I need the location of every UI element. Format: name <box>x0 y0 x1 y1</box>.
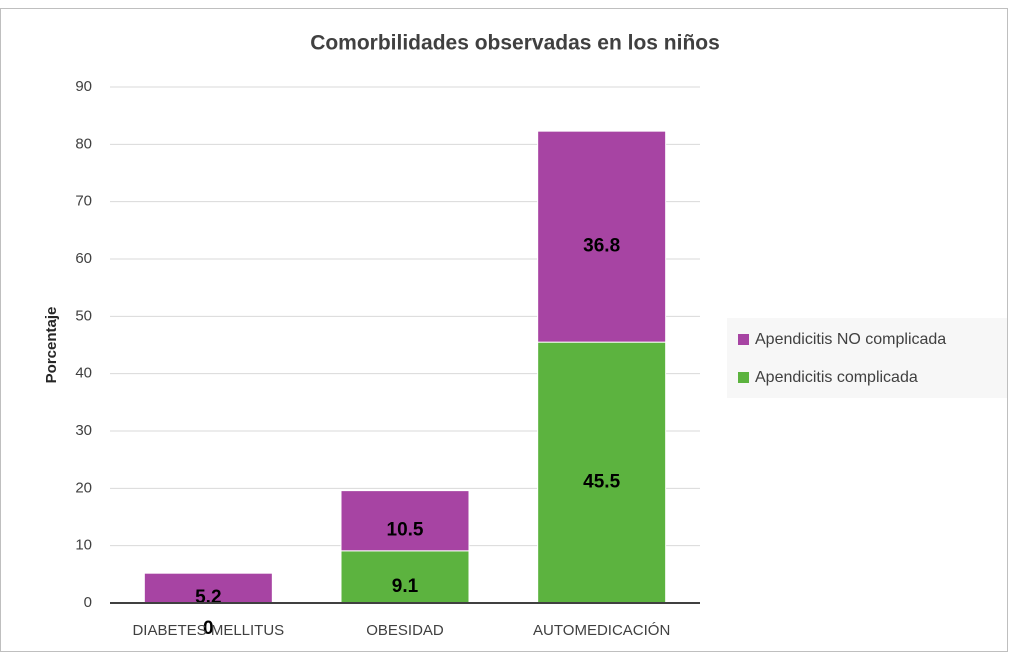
data-label: 36.8 <box>583 236 620 257</box>
legend-label: Apendicitis NO complicada <box>755 331 946 348</box>
bar-segment <box>537 130 667 343</box>
y-tick-label: 10 <box>75 537 92 554</box>
y-tick-label: 20 <box>75 479 92 496</box>
chart-title: Comorbilidades observadas en los niños <box>310 32 720 55</box>
y-tick-label: 40 <box>75 365 92 382</box>
legend-swatch <box>738 372 749 383</box>
bar-segment <box>537 341 667 604</box>
data-label: 45.5 <box>583 472 620 493</box>
y-tick-label: 50 <box>75 307 92 324</box>
legend-label: Apendicitis complicada <box>755 369 918 386</box>
y-tick-label: 90 <box>75 78 92 95</box>
x-tick-label: DIABETES MELLITUS <box>132 622 284 639</box>
x-tick-label: OBESIDAD <box>366 622 444 639</box>
y-tick-label: 0 <box>84 594 92 611</box>
legend-swatch <box>738 334 749 345</box>
y-tick-label: 70 <box>75 193 92 210</box>
y-axis-label: Porcentaje <box>43 307 60 384</box>
data-label: 9.1 <box>392 576 419 597</box>
y-tick-label: 30 <box>75 422 92 439</box>
y-tick-label: 80 <box>75 135 92 152</box>
legend-box <box>727 318 1007 398</box>
data-label: 0 <box>203 618 214 639</box>
bar-segment <box>340 490 470 552</box>
x-tick-label: AUTOMEDICACIÓN <box>533 622 670 639</box>
data-label: 10.5 <box>387 520 424 541</box>
y-tick-label: 60 <box>75 250 92 267</box>
data-label: 5.2 <box>195 587 221 608</box>
